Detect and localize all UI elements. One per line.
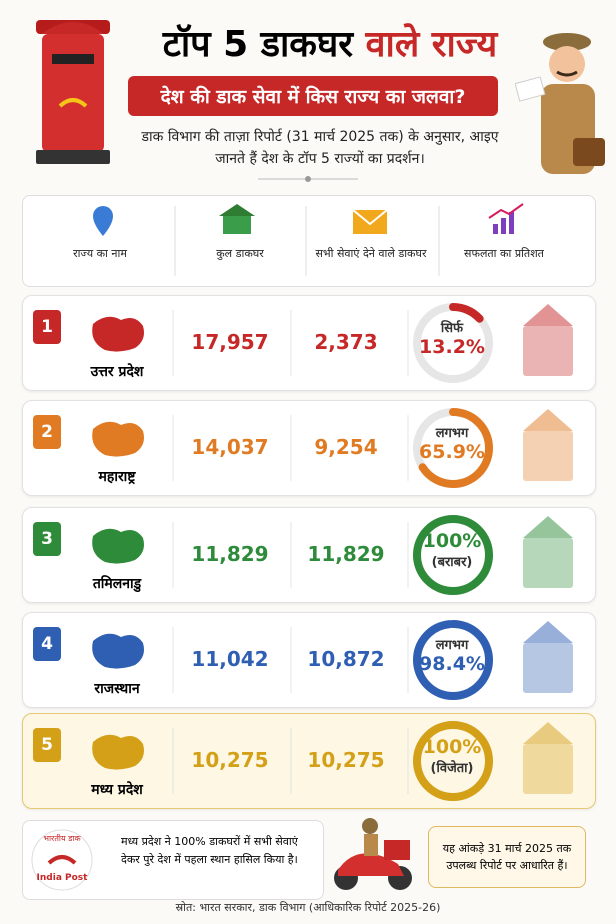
subtitle-banner: देश की डाक सेवा में किस राज्य का जलवा? (128, 76, 498, 116)
row-graphics (92, 620, 573, 700)
postbox-illustration (36, 20, 110, 164)
ring-label: लगभग 65.9% (409, 423, 495, 463)
ring-label-bottom: 98.4% (419, 653, 485, 675)
monument (523, 643, 573, 693)
full-service-post-offices: 11,829 (307, 542, 385, 566)
title: टॉप 5 डाकघर वाले राज्य (120, 18, 540, 67)
source: स्रोत: भारत सरकार, डाक विभाग (आधिकारिक र… (175, 901, 441, 914)
state-row: 5 मध्य प्रदेश 10,275 10,275 100% (विजेता) (22, 713, 596, 809)
state-map (92, 528, 144, 564)
india-post-logo (31, 829, 93, 891)
ring-arc (413, 303, 493, 383)
ring-arc (413, 515, 493, 595)
monument-top (523, 409, 573, 431)
monument-top (523, 722, 573, 744)
full-service-post-offices: 10,872 (307, 647, 385, 671)
ring-label-bottom: (बराबर) (431, 555, 473, 570)
logo-text: भारतीय डाक (43, 834, 81, 843)
full-service-post-offices: 9,254 (314, 435, 378, 459)
state-name: तमिलनाडु (92, 576, 142, 592)
data-note: यह आंकड़े 31 मार्च 2025 तक उपलब्ध रिपोर्… (442, 842, 572, 872)
rank-badge: 5 (33, 728, 61, 762)
ring-label: सिर्फ 13.2% (409, 318, 495, 358)
state-row: 4 राजस्थान 11,042 10,872 लगभग 98.4% (22, 612, 596, 708)
total-post-offices: 11,042 (191, 647, 269, 671)
ring-arc (413, 408, 493, 488)
title-part: वाले राज्य (365, 24, 498, 65)
total-post-offices: 14,037 (191, 435, 269, 459)
state-row: 2 महाराष्ट्र 14,037 9,254 लगभग 65.9% (22, 400, 596, 496)
state-map (92, 421, 144, 457)
ring-label-bottom: (विजेता) (430, 761, 474, 776)
monument-top (523, 516, 573, 538)
postman-illustration (515, 33, 605, 174)
scooter-illustration (334, 818, 412, 890)
ring-label-top: सिर्फ (440, 321, 464, 336)
state-map (92, 734, 144, 770)
ring-arc (413, 721, 493, 801)
monument (523, 744, 573, 794)
monument (523, 538, 573, 588)
divider (258, 176, 358, 182)
total-post-offices: 17,957 (191, 330, 269, 354)
ring-label-top: 100% (422, 736, 482, 758)
row-graphics (92, 721, 573, 801)
logo-text: India Post (36, 873, 88, 883)
total-post-offices: 11,829 (191, 542, 269, 566)
footer-note: मध्य प्रदेश ने 100% डाकघरों में सभी सेवा… (121, 835, 298, 866)
ring-label: 100% (बराबर) (409, 530, 495, 570)
monument-top (523, 621, 573, 643)
rank-badge: 3 (33, 522, 61, 556)
ring-label: 100% (विजेता) (409, 736, 495, 776)
ring-label-top: लगभग (435, 638, 469, 653)
state-name: मध्य प्रदेश (91, 782, 143, 798)
state-name: महाराष्ट्र (98, 469, 136, 485)
state-map (92, 633, 144, 669)
ring-label-top: 100% (422, 530, 482, 552)
state-map (92, 316, 144, 352)
state-row: 3 तमिलनाडु 11,829 11,829 100% (बराबर) (22, 507, 596, 603)
monument-top (523, 304, 573, 326)
ring-arc (413, 620, 493, 700)
column-header: राज्य का नाम कुल डाकघर सभी सेवाएं देने वाल… (22, 195, 596, 287)
subtitle: देश की डाक सेवा में किस राज्य का जलवा? (160, 86, 466, 108)
state-name: राजस्थान (94, 681, 140, 697)
intro-text: डाक विभाग की ताज़ा रिपोर्ट (31 मार्च 202… (141, 129, 499, 167)
full-service-post-offices: 2,373 (314, 330, 378, 354)
ring-label-bottom: 65.9% (419, 441, 485, 463)
ring-label-top: लगभग (435, 426, 469, 441)
state-name: उत्तर प्रदेश (90, 364, 144, 380)
column-label: सभी सेवाएं देने वाले डाकघर (315, 247, 427, 260)
monument (523, 431, 573, 481)
state-row: 1 उत्तर प्रदेश 17,957 2,373 सिर्फ 13.2% (22, 295, 596, 391)
row-graphics (92, 408, 573, 488)
full-service-post-offices: 10,275 (307, 748, 385, 772)
title-part: टॉप 5 डाकघर (162, 24, 353, 65)
rank-badge: 4 (33, 627, 61, 661)
ring-label: लगभग 98.4% (409, 635, 495, 675)
total-post-offices: 10,275 (191, 748, 269, 772)
column-label: सफलता का प्रतिशत (464, 247, 544, 260)
row-graphics (92, 515, 573, 595)
column-label: कुल डाकघर (216, 247, 264, 260)
footer-note-box: भारतीय डाक India Post मध्य प्रदेश ने 100… (22, 820, 324, 900)
rank-badge: 2 (33, 415, 61, 449)
row-graphics (92, 303, 573, 383)
data-note-box: यह आंकड़े 31 मार्च 2025 तक उपलब्ध रिपोर्… (428, 826, 586, 888)
header-icons (93, 203, 524, 276)
column-label: राज्य का नाम (73, 247, 127, 260)
rank-badge: 1 (33, 310, 61, 344)
monument (523, 326, 573, 376)
ring-label-bottom: 13.2% (419, 336, 485, 358)
